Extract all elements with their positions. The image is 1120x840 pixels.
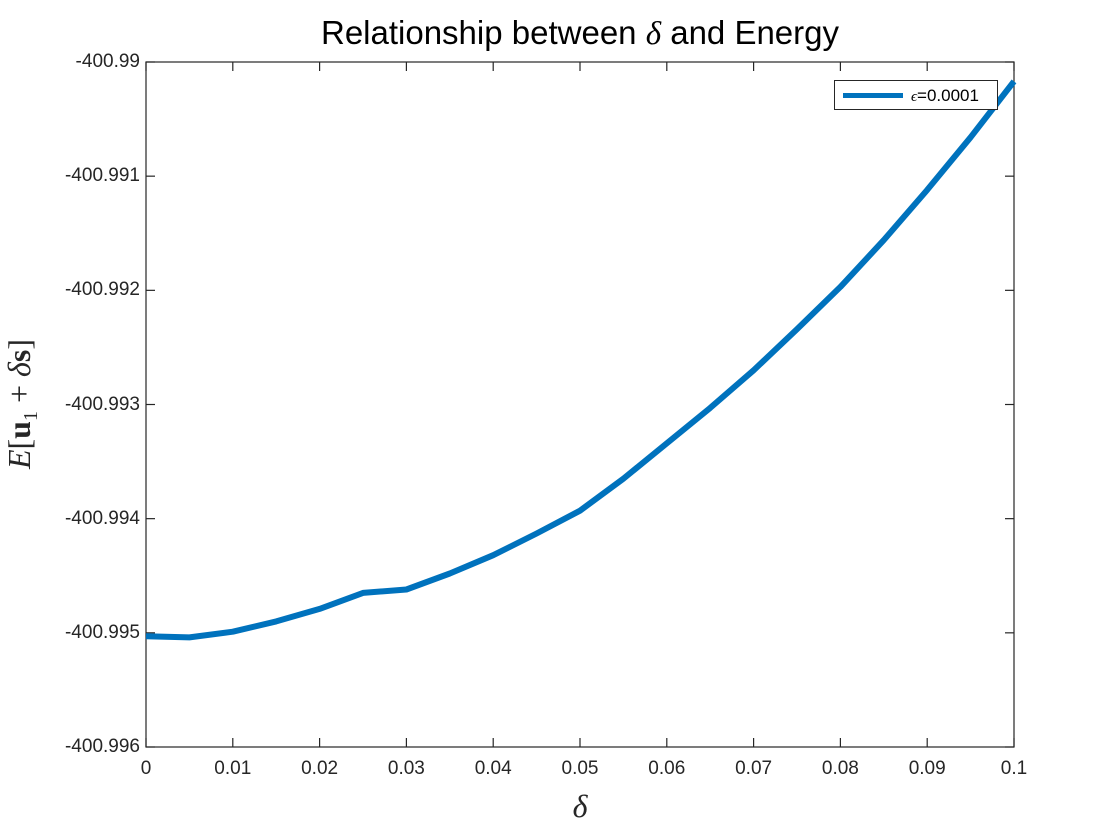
axes-box: [145, 61, 1015, 748]
x-tick-label: 0: [140, 758, 152, 779]
x-tick-label: 0.08: [821, 758, 859, 779]
x-tick-label: 0.01: [214, 758, 252, 779]
x-tick-label: 0.06: [648, 758, 686, 779]
y-tick-label: -400.992: [64, 279, 140, 301]
y-tick-label: -400.993: [64, 393, 140, 415]
y-axis-label: E[u1 + δs]: [0, 338, 43, 470]
x-tick-label: 0.05: [561, 758, 599, 779]
legend-line-swatch: [843, 93, 903, 98]
legend-label: ϵ=0.0001: [911, 86, 979, 105]
tick-marks: [145, 61, 1015, 748]
legend: ϵ=0.0001: [834, 80, 998, 110]
y-tick-label: -400.991: [64, 165, 140, 187]
y-tick-label: -400.99: [75, 51, 140, 72]
series-line: [145, 79, 1017, 641]
x-tick-label: 0.03: [387, 758, 425, 779]
x-axis-label: δ: [572, 788, 588, 824]
x-tick-label: 0.02: [301, 758, 339, 779]
x-tick-label: 0.1: [1000, 758, 1028, 779]
y-tick-label: -400.994: [64, 507, 140, 529]
chart-title: Relationship between δ and Energy: [320, 14, 840, 52]
y-tick-label: -400.996: [64, 736, 140, 757]
x-tick-label: 0.07: [735, 758, 773, 779]
y-tick-label: -400.995: [64, 621, 140, 643]
x-tick-label: 0.04: [474, 758, 512, 779]
x-tick-label: 0.09: [908, 758, 946, 779]
